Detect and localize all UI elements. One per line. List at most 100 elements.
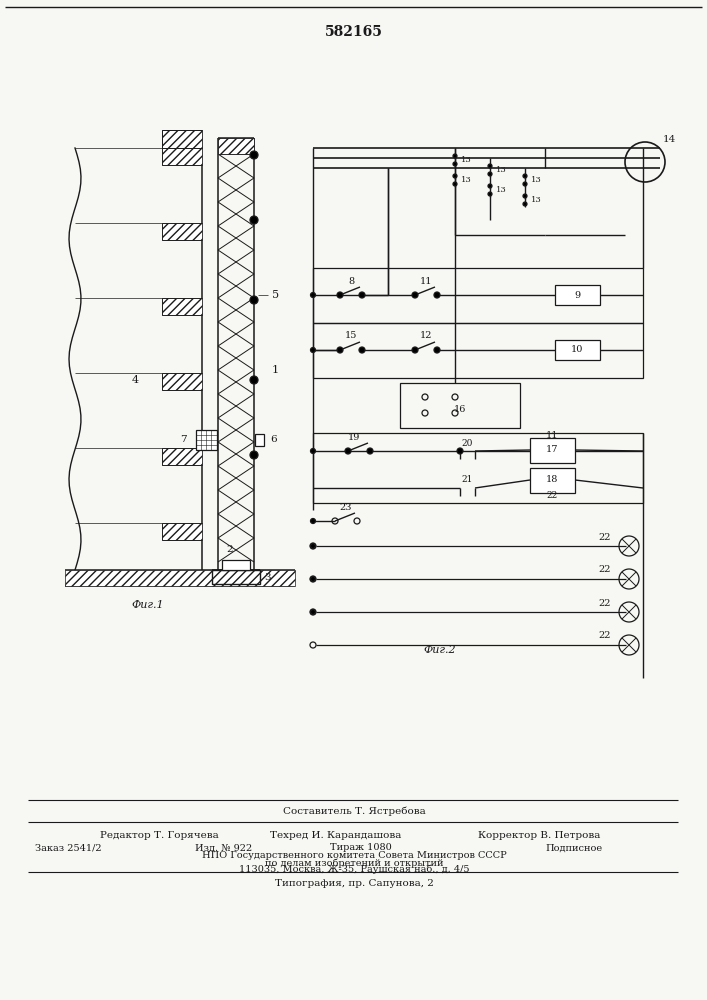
Text: 22: 22 [599, 632, 612, 641]
Circle shape [250, 376, 258, 384]
Circle shape [310, 448, 315, 454]
Bar [400, 383, 520, 428]
Text: 4: 4 [132, 375, 139, 385]
Bar [555, 285, 600, 305]
Text: 15: 15 [345, 332, 357, 340]
Bar [222, 560, 250, 570]
Bar [196, 430, 217, 450]
Bar [65, 570, 295, 586]
Text: 23: 23 [340, 504, 352, 512]
Text: 21: 21 [461, 476, 473, 485]
Circle shape [488, 192, 492, 196]
Circle shape [523, 202, 527, 206]
Text: 13: 13 [496, 186, 507, 194]
Text: 22: 22 [547, 491, 558, 500]
Circle shape [250, 296, 258, 304]
Circle shape [337, 347, 343, 353]
Text: Редактор Т. Горячева: Редактор Т. Горячева [100, 830, 218, 840]
Text: 22: 22 [599, 598, 612, 607]
Bar [162, 223, 202, 240]
Circle shape [453, 174, 457, 178]
Text: 17: 17 [546, 446, 559, 454]
Bar [313, 433, 643, 503]
Text: 13: 13 [531, 176, 542, 184]
Circle shape [523, 174, 527, 178]
Circle shape [453, 162, 457, 166]
Text: 11: 11 [546, 430, 559, 440]
Circle shape [359, 347, 365, 353]
Text: 10: 10 [571, 346, 583, 355]
Text: 7: 7 [180, 436, 187, 444]
Bar [162, 148, 202, 165]
Text: Заказ 2541/2: Заказ 2541/2 [35, 844, 102, 852]
Circle shape [434, 347, 440, 353]
Text: 18: 18 [546, 476, 559, 485]
Circle shape [453, 154, 457, 158]
Circle shape [523, 182, 527, 186]
Text: 14: 14 [663, 135, 677, 144]
Text: 5: 5 [272, 290, 279, 300]
Text: Фиг.1: Фиг.1 [132, 600, 164, 610]
Text: 13: 13 [531, 196, 542, 204]
Bar [313, 323, 643, 378]
Text: 2: 2 [226, 546, 233, 554]
Circle shape [250, 151, 258, 159]
Text: 13: 13 [461, 156, 472, 164]
Circle shape [359, 292, 365, 298]
Bar [162, 298, 202, 315]
Text: 22: 22 [599, 532, 612, 542]
Circle shape [310, 292, 315, 298]
Circle shape [457, 448, 463, 454]
Text: НПО Государственного комитета Совета Министров СССР: НПО Государственного комитета Совета Мин… [201, 852, 506, 860]
Text: 13: 13 [461, 176, 472, 184]
Text: 9: 9 [574, 290, 580, 300]
Circle shape [250, 216, 258, 224]
Text: Фиг.2: Фиг.2 [423, 645, 456, 655]
Circle shape [488, 184, 492, 188]
Bar [162, 448, 202, 465]
Text: 12: 12 [420, 332, 432, 340]
Text: Подписное: Подписное [545, 844, 602, 852]
Text: 22: 22 [599, 566, 612, 574]
Bar [555, 340, 600, 360]
Text: Типография, пр. Сапунова, 2: Типография, пр. Сапунова, 2 [274, 880, 433, 888]
Bar [162, 130, 202, 148]
Circle shape [310, 518, 315, 524]
Circle shape [345, 448, 351, 454]
Bar [162, 523, 202, 540]
Circle shape [310, 609, 315, 614]
Circle shape [310, 576, 315, 582]
Text: 13: 13 [496, 166, 507, 174]
Text: 3: 3 [264, 574, 271, 582]
Circle shape [412, 292, 418, 298]
Text: 19: 19 [348, 432, 360, 442]
Text: Изд. № 922: Изд. № 922 [195, 844, 252, 852]
Bar [255, 434, 264, 446]
Bar [212, 570, 260, 584]
Circle shape [434, 292, 440, 298]
Bar [530, 438, 575, 463]
Circle shape [250, 451, 258, 459]
Text: 8: 8 [348, 276, 354, 286]
Bar [313, 268, 643, 323]
Circle shape [488, 172, 492, 176]
Bar [530, 468, 575, 493]
Text: 1: 1 [272, 365, 279, 375]
Text: 20: 20 [461, 438, 473, 448]
Circle shape [310, 544, 315, 548]
Text: по делам изобретений и открытий: по делам изобретений и открытий [264, 858, 443, 868]
Text: Техред И. Карандашова: Техред И. Карандашова [270, 830, 402, 840]
Circle shape [453, 182, 457, 186]
Bar [218, 138, 254, 154]
Text: 582165: 582165 [325, 25, 383, 39]
Text: 16: 16 [454, 406, 466, 414]
Text: 6: 6 [270, 436, 276, 444]
Text: Составитель Т. Ястребова: Составитель Т. Ястребова [283, 806, 426, 816]
Text: Тираж 1080: Тираж 1080 [330, 844, 392, 852]
Circle shape [310, 348, 315, 353]
Circle shape [523, 194, 527, 198]
Circle shape [367, 448, 373, 454]
Text: 11: 11 [420, 276, 432, 286]
Bar [162, 373, 202, 390]
Text: Корректор В. Петрова: Корректор В. Петрова [478, 830, 600, 840]
